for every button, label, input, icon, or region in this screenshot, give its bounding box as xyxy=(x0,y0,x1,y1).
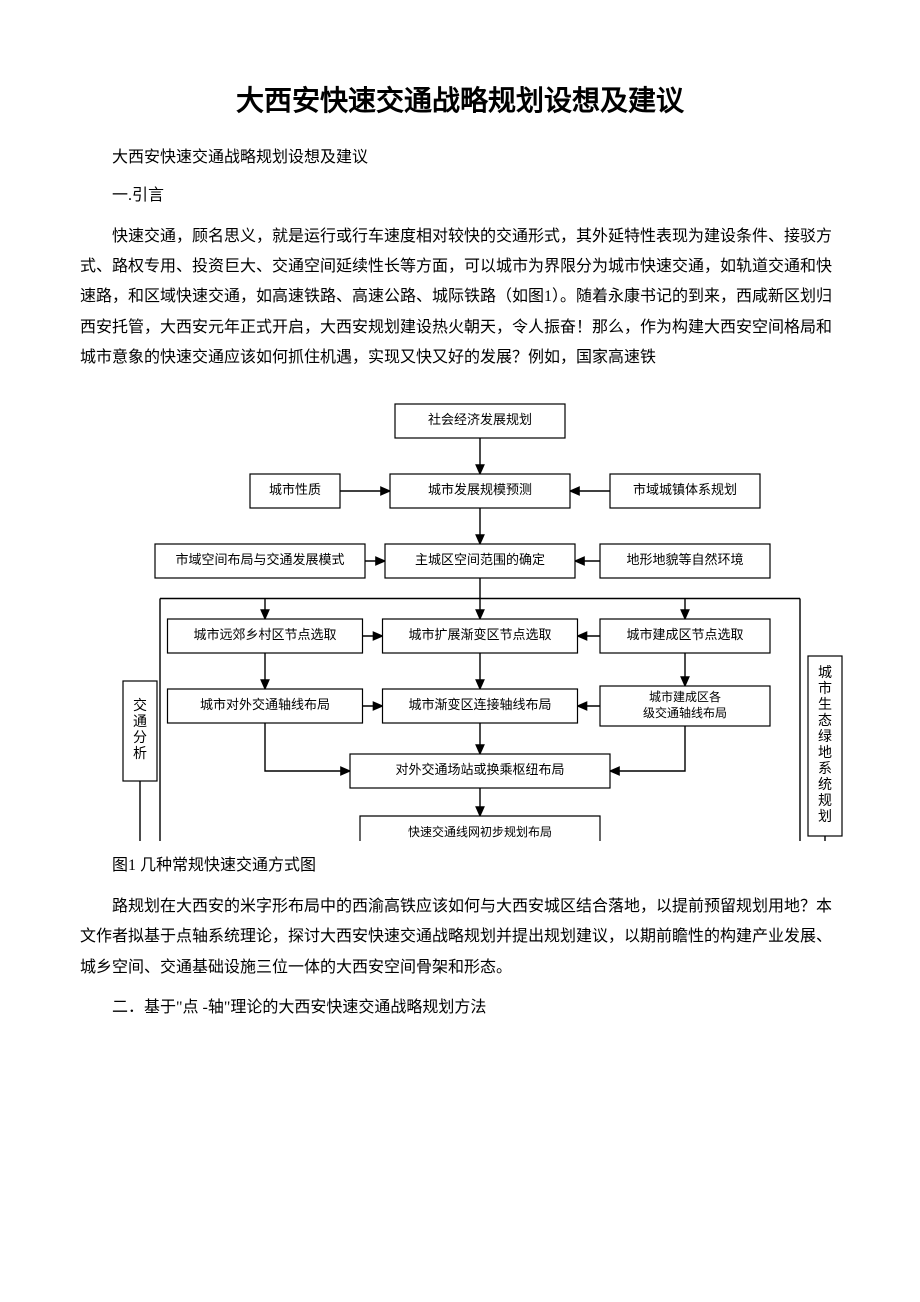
svg-text:地形地貌等自然环境: 地形地貌等自然环境 xyxy=(626,552,743,567)
svg-text:主城区空间范围的确定: 主城区空间范围的确定 xyxy=(415,552,545,567)
svg-text:通: 通 xyxy=(133,715,147,731)
flowchart-figure: 社会经济发展规划城市性质 城市发展规模预测 市域城镇体系规划市域空间布局与交通发展模… xyxy=(80,391,840,841)
svg-text:对外交通场站或换乘枢纽布局: 对外交通场站或换乘枢纽布局 xyxy=(395,762,564,777)
svg-text:系: 系 xyxy=(818,762,832,778)
figure-1-caption: 图1 几种常规快速交通方式图 xyxy=(80,851,840,881)
svg-text:市域城镇体系规划: 市域城镇体系规划 xyxy=(633,482,737,497)
svg-text:城市远郊乡村区节点选取: 城市远郊乡村区节点选取 xyxy=(193,627,336,642)
intro-paragraph-2: 路规划在大西安的米字形布局中的西渝高铁应该如何与大西安城区结合落地，以提前预留规… xyxy=(80,892,840,983)
svg-text:交: 交 xyxy=(133,698,147,715)
section-2-heading: 二．基于"点 -轴"理论的大西安快速交通战略规划方法 xyxy=(80,993,840,1023)
svg-text:生: 生 xyxy=(818,698,832,714)
svg-text:市域空间布局与交通发展模式: 市域空间布局与交通发展模式 xyxy=(175,552,344,567)
svg-text:分: 分 xyxy=(133,731,147,747)
section-1-heading: 一.引言 xyxy=(80,181,840,211)
svg-text:城市渐变区连接轴线布局: 城市渐变区连接轴线布局 xyxy=(408,697,551,712)
svg-text:地: 地 xyxy=(818,746,832,762)
svg-text:城: 城 xyxy=(818,666,832,682)
svg-text:快速交通线网初步规划布局: 快速交通线网初步规划布局 xyxy=(408,824,552,839)
subtitle-line: 大西安快速交通战略规划设想及建议 xyxy=(80,143,840,173)
svg-text:级交通轴线布局: 级交通轴线布局 xyxy=(643,705,727,720)
doc-title: 大西安快速交通战略规划设想及建议 xyxy=(80,79,840,119)
svg-text:城市对外交通轴线布局: 城市对外交通轴线布局 xyxy=(200,697,330,712)
svg-text:城市扩展渐变区节点选取: 城市扩展渐变区节点选取 xyxy=(408,627,551,642)
svg-text:析: 析 xyxy=(133,747,147,763)
svg-text:社会经济发展规划: 社会经济发展规划 xyxy=(428,412,532,427)
svg-text:绿: 绿 xyxy=(818,730,832,746)
svg-text:态: 态 xyxy=(818,714,832,730)
svg-text:统: 统 xyxy=(818,778,832,794)
svg-text:市: 市 xyxy=(818,681,832,698)
svg-text:城市建成区节点选取: 城市建成区节点选取 xyxy=(626,627,743,642)
intro-paragraph-1: 快速交通，顾名思义，就是运行或行车速度相对较快的交通形式，其外延特性表现为建设条… xyxy=(80,222,840,374)
svg-text:城市性质: 城市性质 xyxy=(269,482,321,497)
svg-text:城市发展规模预测: 城市发展规模预测 xyxy=(428,482,532,497)
svg-text:划: 划 xyxy=(818,810,832,826)
svg-text:规: 规 xyxy=(818,794,832,810)
svg-text:城市建成区各: 城市建成区各 xyxy=(649,689,721,704)
